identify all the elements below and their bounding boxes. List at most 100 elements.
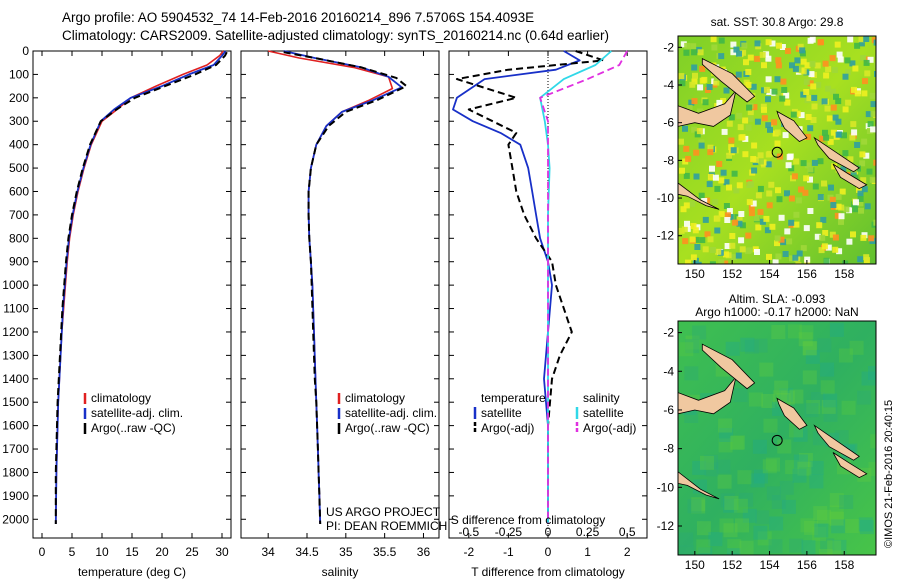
map-cell	[784, 99, 791, 106]
sst-map-title: sat. SST: 30.8 Argo: 29.8	[711, 15, 844, 29]
map-cell	[818, 99, 825, 105]
y-tick-label: -6	[663, 403, 674, 417]
map-cell	[733, 46, 740, 53]
map-cell	[858, 517, 873, 532]
map-cell	[745, 82, 752, 88]
map-cell	[776, 42, 782, 49]
map-cell	[691, 126, 698, 133]
map-cell	[817, 194, 824, 201]
map-cell	[838, 213, 845, 220]
map-cell	[863, 56, 870, 63]
map-cell	[772, 259, 779, 264]
map-cell	[774, 76, 781, 83]
map-cell	[857, 190, 864, 197]
map-cell	[702, 99, 709, 106]
x-tick-label: 158	[834, 558, 854, 572]
map-cell	[766, 486, 781, 501]
map-cell	[852, 206, 859, 213]
x-axis-label: temperature (deg C)	[78, 565, 186, 579]
map-cell	[718, 259, 725, 264]
map-cell	[746, 104, 753, 111]
y-tick-label: -4	[663, 364, 674, 378]
map-cell	[751, 142, 758, 149]
map-cell	[754, 249, 760, 255]
map-cell	[857, 200, 864, 207]
top-x-tick-label: -0.5	[458, 525, 479, 539]
map-cell	[731, 435, 745, 450]
map-cell	[860, 234, 867, 241]
map-cell	[752, 439, 767, 454]
map-cell	[811, 94, 818, 101]
map-cell	[841, 132, 847, 139]
map-field	[678, 321, 876, 555]
map-cell	[748, 210, 755, 217]
map-cell	[719, 428, 734, 442]
map-cell	[821, 180, 827, 187]
map-cell	[766, 150, 773, 157]
legend-label: Argo(-adj)	[583, 421, 636, 435]
map-cell	[827, 138, 834, 145]
map-cell	[832, 234, 839, 241]
map-cell	[774, 380, 789, 395]
map-cell	[807, 208, 814, 214]
map-cell	[680, 206, 687, 213]
map-cell	[754, 55, 761, 62]
map-cell	[683, 145, 690, 152]
map-cell	[836, 51, 843, 58]
map-cell	[728, 114, 735, 121]
float-location-marker	[771, 434, 783, 446]
map-cell	[708, 532, 723, 547]
map-cell	[713, 79, 720, 86]
map-cell	[691, 98, 698, 105]
map-cell	[804, 403, 819, 418]
map-cell	[727, 548, 741, 555]
y-tick-label: 1900	[2, 489, 29, 503]
y-tick-label: -2	[663, 326, 674, 340]
map-cell	[805, 114, 812, 120]
series-line-satellite-adj-clim-	[54, 50, 227, 525]
map-cell	[866, 168, 873, 175]
map-cell	[804, 162, 811, 169]
map-cell	[710, 247, 716, 253]
map-cell	[788, 219, 795, 226]
x-tick-label: -2	[463, 545, 474, 559]
y-tick-label: 1800	[2, 465, 29, 479]
map-cell	[793, 211, 800, 218]
map-cell	[849, 134, 856, 141]
float-location-marker	[771, 146, 783, 158]
map-cell	[810, 117, 817, 123]
map-cell	[807, 80, 814, 87]
map-cell	[860, 177, 867, 184]
map-cell	[692, 72, 698, 79]
map-cell	[707, 144, 714, 151]
y-tick-label: 100	[9, 67, 29, 81]
map-cell	[716, 459, 731, 474]
map-cell	[822, 60, 829, 67]
map-cell	[772, 152, 778, 159]
figure-title-line1: Argo profile: AO 5904532_74 14-Feb-2016 …	[62, 10, 535, 25]
map-cell	[776, 196, 783, 203]
map-cell	[778, 236, 785, 243]
map-cell	[716, 161, 723, 167]
map-cell	[804, 256, 811, 263]
top-axis-label: S difference from climatology	[451, 513, 606, 527]
top-x-tick-label: 0	[545, 525, 552, 539]
y-tick-label: -10	[657, 480, 675, 494]
map-cell	[689, 236, 696, 243]
map-cell	[735, 518, 749, 533]
x-tick-label: 15	[125, 545, 139, 559]
x-tick-label: 30	[215, 545, 229, 559]
map-cell	[846, 238, 853, 245]
x-tick-label: 1	[584, 545, 591, 559]
y-tick-label: 1300	[2, 348, 29, 362]
map-cell	[825, 85, 832, 92]
map-cell	[765, 122, 772, 129]
map-cell	[761, 106, 767, 113]
map-cell	[761, 394, 776, 408]
map-cell	[792, 468, 807, 483]
map-cell	[738, 211, 745, 217]
map-cell	[796, 250, 803, 257]
map-cell	[858, 40, 865, 47]
map-cell	[793, 221, 800, 228]
map-cell	[739, 246, 746, 253]
